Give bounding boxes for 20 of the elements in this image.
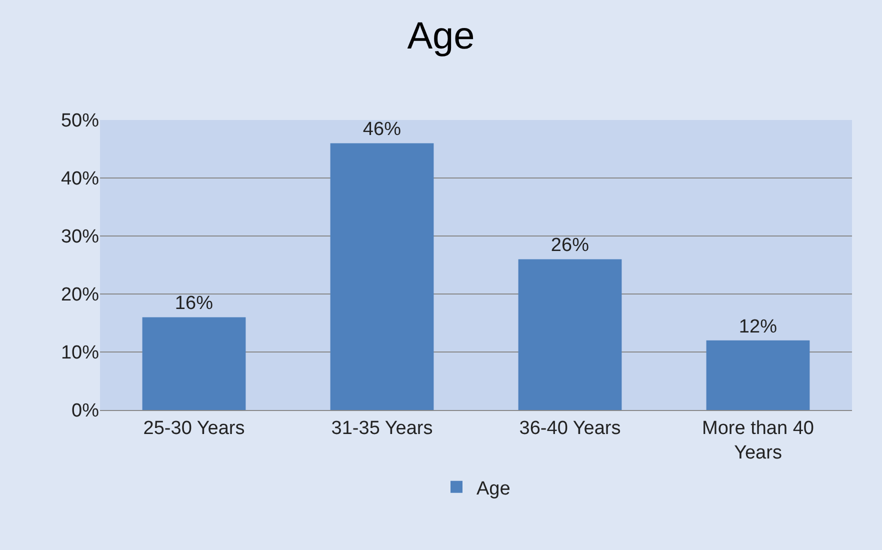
bar xyxy=(518,259,622,410)
y-tick-label: 20% xyxy=(60,284,100,306)
bar xyxy=(706,340,810,410)
y-tick-label: 40% xyxy=(60,168,100,190)
x-tick-label: 25-30 Years xyxy=(143,418,245,439)
chart-title: Age xyxy=(407,16,475,58)
x-tick-label: 36-40 Years xyxy=(519,418,621,439)
data-label: 46% xyxy=(362,119,402,140)
y-tick-label: 0% xyxy=(72,400,100,422)
legend-label: Age xyxy=(476,478,510,500)
data-label: 26% xyxy=(550,235,590,256)
bar xyxy=(142,317,246,410)
y-tick-label: 30% xyxy=(60,226,100,248)
y-tick-label: 10% xyxy=(60,342,100,364)
bar xyxy=(330,143,434,410)
data-label: 16% xyxy=(174,293,214,314)
data-label: 12% xyxy=(738,316,778,338)
x-tick-label: 31-35 Years xyxy=(331,418,433,439)
y-tick-label: 50% xyxy=(60,110,100,132)
x-tick-label: More than 40 Years xyxy=(702,418,814,464)
